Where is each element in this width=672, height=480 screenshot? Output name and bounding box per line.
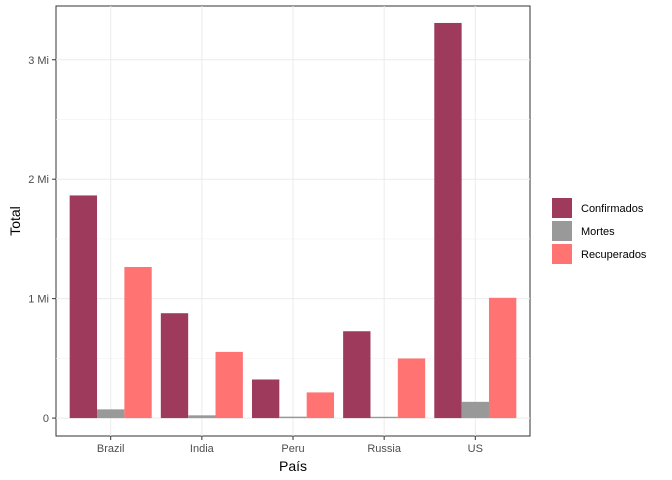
y-axis: 0 1 Mi 2 Mi 3 Mi [28,55,56,425]
y-tick-label: 2 Mi [28,174,49,186]
bar-confirmados-brazil [69,195,98,419]
bar-recuperados-brazil [124,266,152,419]
legend-key-confirmados [552,198,572,218]
y-axis-title: Total [7,206,23,236]
bar-mortes-peru [279,416,307,419]
x-tick-label: India [190,443,215,455]
x-tick-label: Brazil [97,443,125,455]
legend-label-recuperados: Recuperados [581,249,647,261]
bar-confirmados-india [160,313,189,419]
bar-confirmados-peru [251,379,280,419]
legend: Confirmados Mortes Recuperados [552,198,647,264]
bar-recuperados-russia [397,358,426,419]
bar-mortes-india [188,415,216,419]
x-tick-label: Russia [367,443,402,455]
y-tick-label: 0 [43,413,49,425]
x-tick-label: Peru [281,443,304,455]
bar-mortes-russia [370,416,398,419]
legend-key-recuperados [552,244,572,264]
bar-confirmados-russia [343,331,371,419]
x-tick-label: US [468,443,483,455]
x-axis: Brazil India Peru Russia US [97,436,483,455]
bar-recuperados-india [215,351,243,419]
bar-recuperados-us [488,297,517,419]
legend-label-confirmados: Confirmados [581,203,644,215]
bar-recuperados-peru [306,392,335,419]
x-axis-title: País [279,458,307,474]
legend-key-mortes [552,221,572,241]
bar-mortes-brazil [97,409,125,419]
bar-confirmados-us [434,22,462,419]
legend-label-mortes: Mortes [581,226,615,238]
y-tick-label: 1 Mi [28,294,49,306]
bars [69,22,517,419]
bar-mortes-us [461,401,489,419]
y-tick-label: 3 Mi [28,55,49,67]
